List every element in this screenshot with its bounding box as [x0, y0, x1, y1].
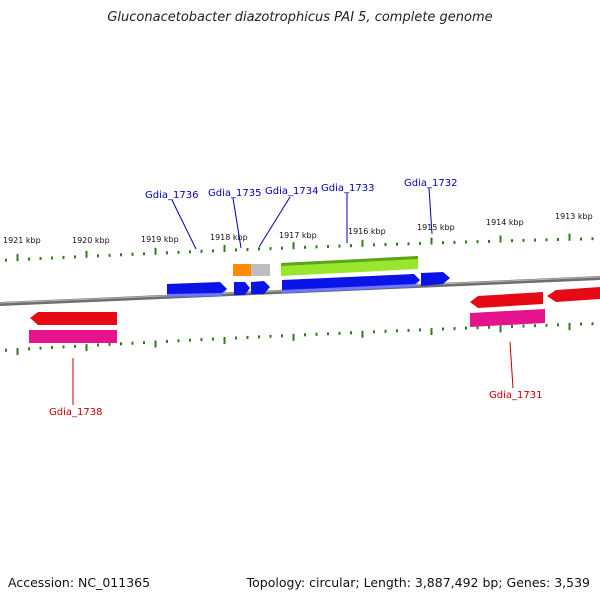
- gene-feature-shade: [167, 291, 225, 297]
- gene-feature[interactable]: [421, 272, 450, 286]
- gene-span[interactable]: [29, 330, 117, 343]
- gene-label[interactable]: Gdia_1731: [489, 390, 542, 401]
- inner-scale-ticks: [5, 322, 594, 355]
- topology-text: Topology: circular; Length: 3,887,492 bp…: [246, 575, 590, 590]
- scale-label: 1919 kbp: [141, 235, 179, 244]
- callout-line: [428, 187, 433, 235]
- gene-span[interactable]: [281, 256, 418, 276]
- callout-line: [258, 196, 291, 248]
- accession-text: Accession: NC_011365: [8, 575, 151, 590]
- scale-label: 1916 kbp: [348, 227, 386, 236]
- gene-label[interactable]: Gdia_1735: [208, 188, 261, 199]
- genome-title: Gluconacetobacter diazotrophicus PAI 5, …: [107, 10, 493, 25]
- gene-feature[interactable]: [234, 282, 250, 295]
- scale-label: 1917 kbp: [279, 231, 317, 240]
- callout-lines: [72, 187, 514, 405]
- callout-line: [232, 197, 242, 249]
- scale-label: 1918 kbp: [210, 233, 248, 242]
- gene-feature-shade: [282, 281, 418, 293]
- scale-label: 1921 kbp: [3, 236, 41, 245]
- scale-label: 1913 kbp: [555, 212, 593, 221]
- gene-feature[interactable]: [251, 281, 270, 294]
- misc-feature[interactable]: [251, 264, 270, 276]
- scale-labels: 1921 kbp 1920 kbp 1919 kbp 1918 kbp 1917…: [3, 212, 593, 245]
- gene-feature[interactable]: [30, 312, 117, 325]
- callout-line: [509, 341, 514, 389]
- gene-label[interactable]: Gdia_1734: [265, 186, 318, 197]
- callout-line: [171, 199, 197, 250]
- gene-label[interactable]: Gdia_1736: [145, 190, 198, 201]
- gene-labels-reverse: Gdia_1738 Gdia_1731: [49, 390, 542, 418]
- forward-strand-features: [167, 256, 450, 297]
- scale-label: 1915 kbp: [417, 223, 455, 232]
- rna-feature[interactable]: [233, 264, 251, 276]
- gene-feature[interactable]: [547, 287, 600, 302]
- gene-label[interactable]: Gdia_1738: [49, 407, 102, 418]
- gene-feature[interactable]: [470, 292, 543, 308]
- scale-label: 1914 kbp: [486, 218, 524, 227]
- gene-labels-forward: Gdia_1736 Gdia_1735 Gdia_1734 Gdia_1733 …: [145, 178, 457, 201]
- scale-label: 1920 kbp: [72, 236, 110, 245]
- reverse-strand-features: [29, 287, 600, 343]
- gene-span[interactable]: [470, 309, 545, 327]
- outer-scale-ticks: [5, 233, 594, 262]
- gene-span-shade: [281, 256, 418, 266]
- gene-label[interactable]: Gdia_1732: [404, 178, 457, 189]
- gene-label[interactable]: Gdia_1733: [321, 183, 374, 194]
